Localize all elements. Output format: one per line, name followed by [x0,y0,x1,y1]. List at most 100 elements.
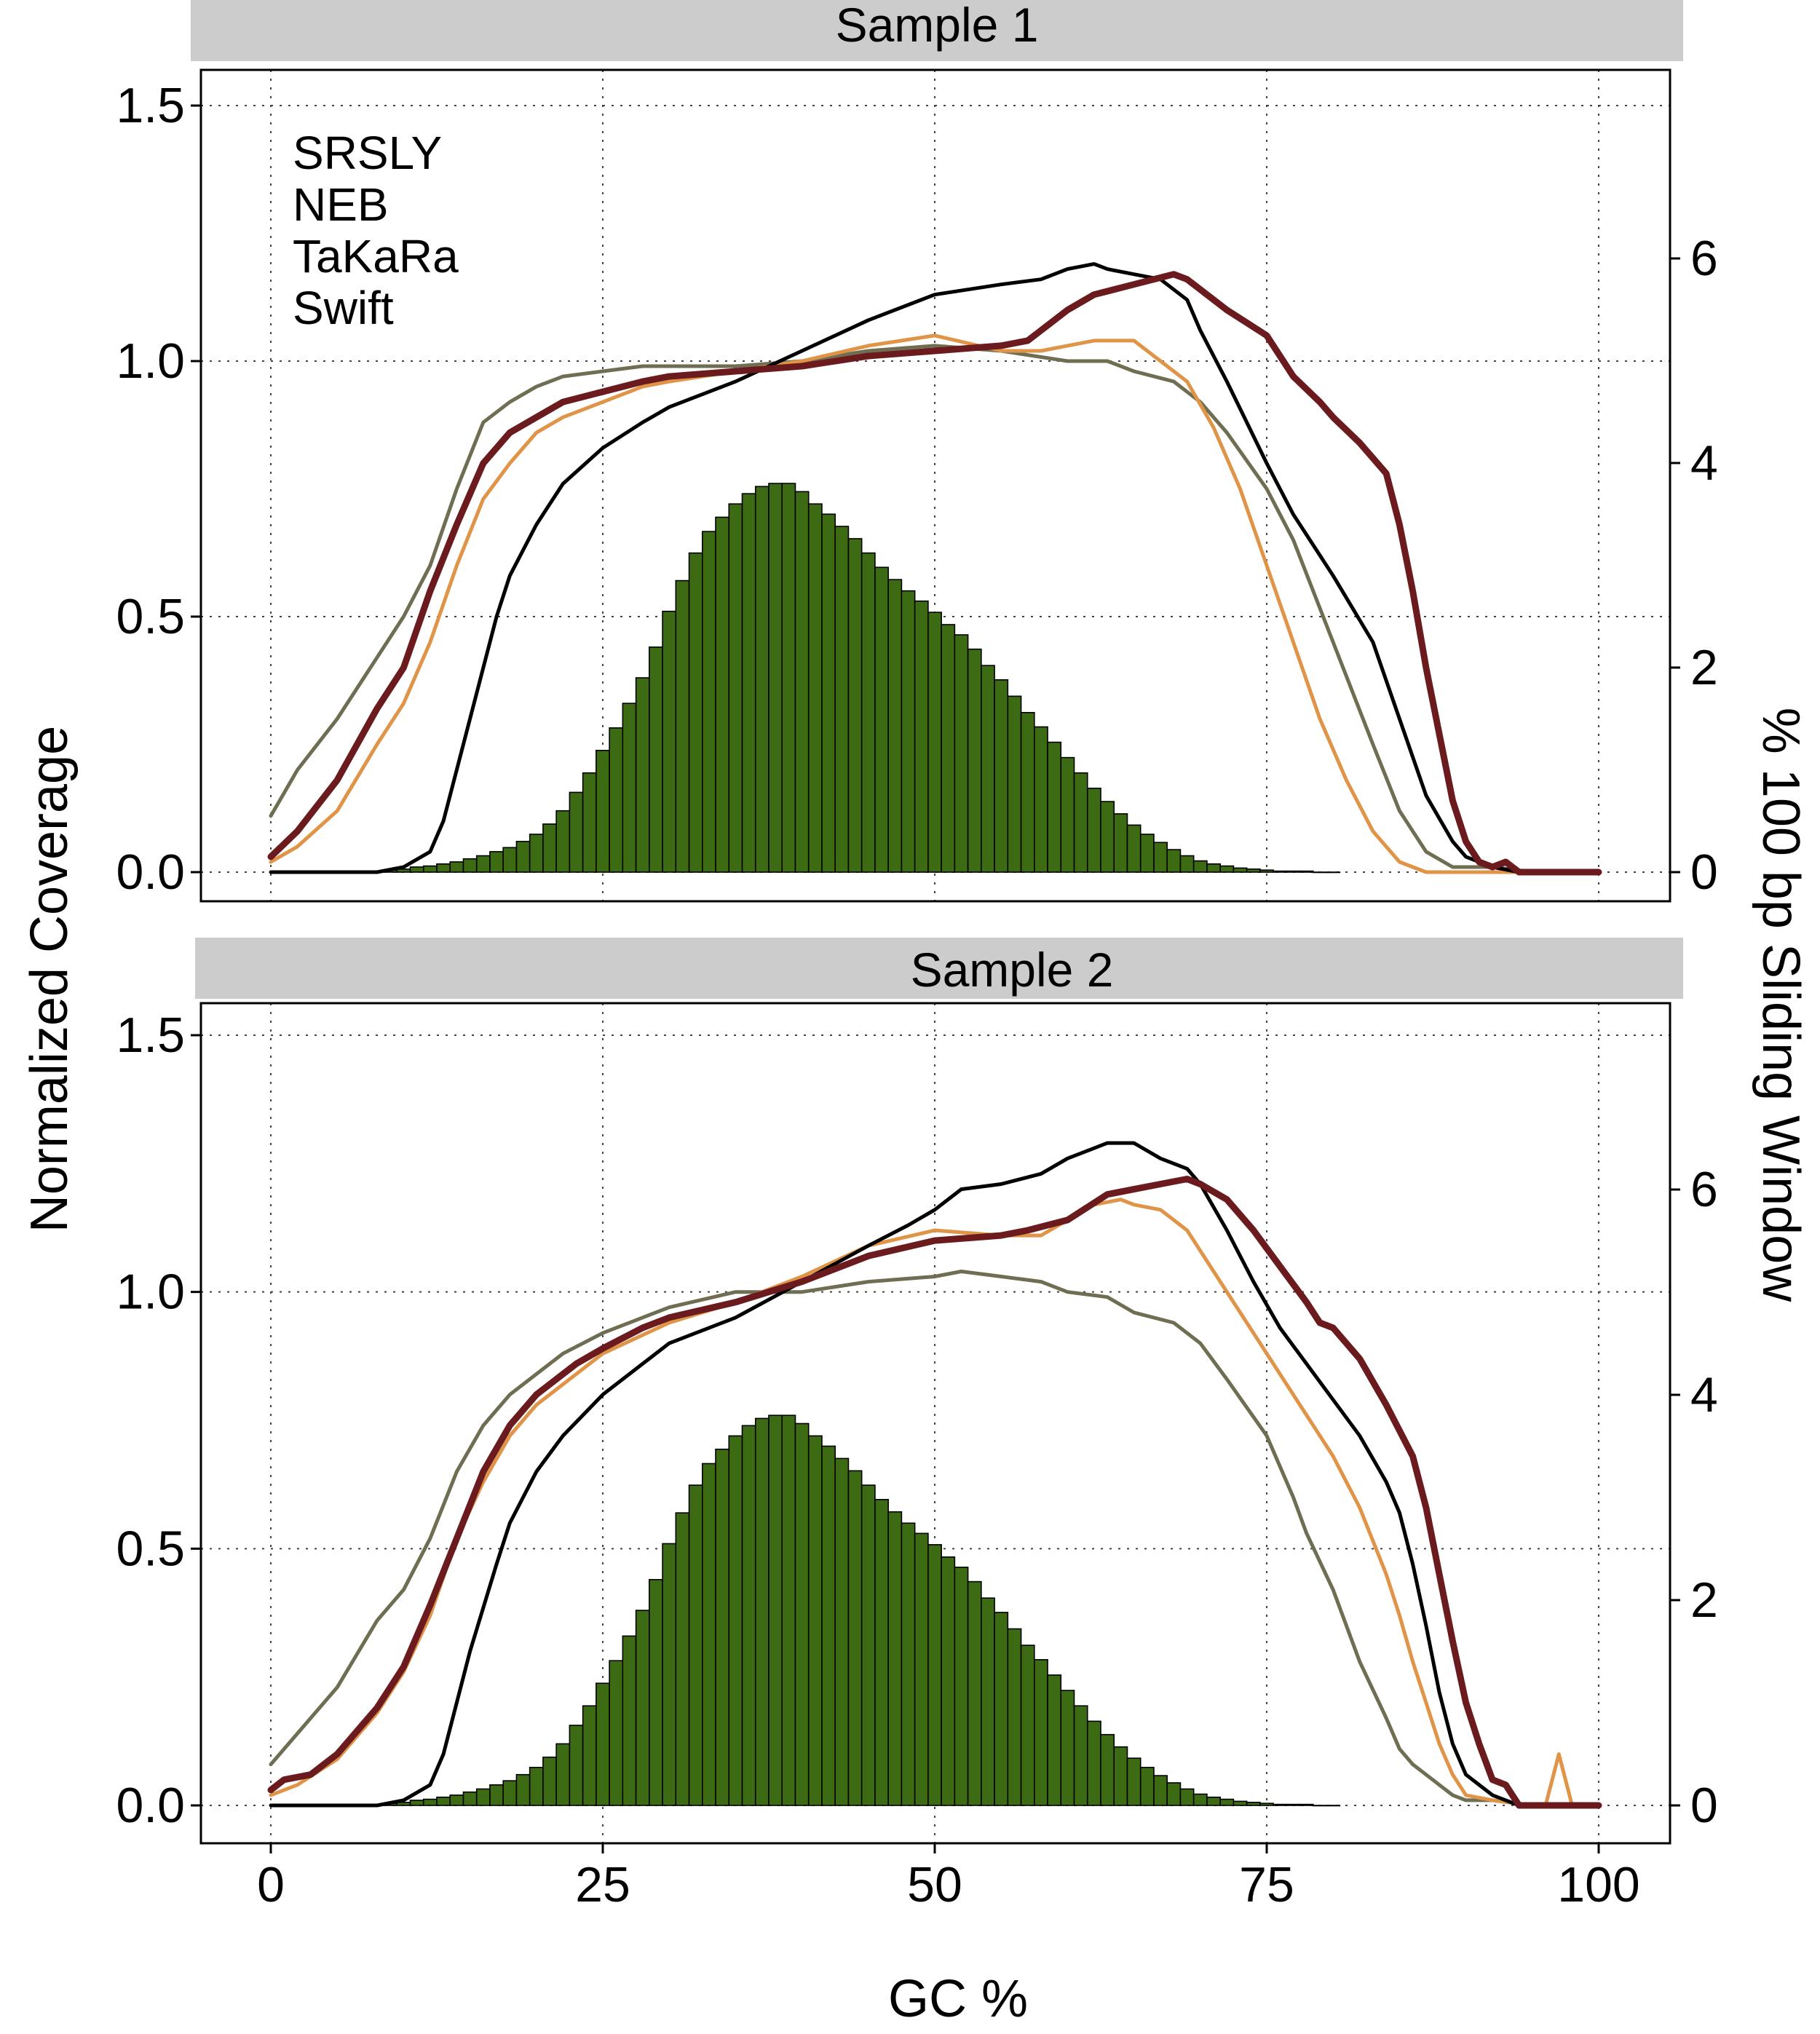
y-right-tick-label: 2 [1690,640,1718,695]
histogram-bar [542,823,557,873]
histogram-bar [1299,870,1314,873]
x-tick-label: 25 [575,1857,630,1912]
histogram-bar [675,579,690,873]
x-tick-label: 100 [1557,1857,1639,1912]
panel-sample-1: Sample 1 0.0 0.5 1.0 1.5 0 2 4 6 SRSLY NEB TaK… [116,0,1718,903]
histogram-bar [462,858,478,873]
histogram-bar [529,1767,544,1806]
histogram-bar [1139,834,1155,873]
histogram-bar [927,1544,942,1806]
y-right-ticks: 0 2 4 6 [1670,1162,1718,1833]
histogram-bars [369,1414,1341,1807]
y-left-ticks: 0.0 0.5 1.0 1.5 [116,1008,201,1833]
histogram-bar [1153,1775,1168,1806]
y-right-ticks: 0 2 4 6 [1670,231,1718,900]
histogram-bar [649,646,663,873]
panel-strip [195,938,1683,999]
histogram-bar [515,841,531,873]
legend-takara: TaKaRa [293,230,459,282]
histogram-bar [1100,1733,1115,1806]
histogram-bar [1206,863,1221,873]
y-left-tick-label: 1.0 [116,1265,185,1320]
series-line-swift [269,1270,1601,1808]
y-right-tick-label: 6 [1690,1162,1718,1217]
y-right-tick-label: 0 [1690,844,1718,900]
histogram-bar [502,1780,518,1806]
coverage-lines [267,1141,1602,1809]
histogram-bar [807,1435,823,1806]
histogram-bar [635,1610,650,1806]
histogram-bar [781,1414,796,1806]
y-right-axis-title: % 100 bp Sliding Window [1752,708,1810,1302]
histogram-bar [821,1445,836,1806]
histogram-bar [555,1743,571,1806]
histogram-bar [1179,1788,1195,1806]
y-left-tick-label: 1.5 [116,1008,185,1063]
histogram-bar [741,493,756,873]
histogram-bar [622,1635,637,1806]
histogram-bar [1219,865,1235,873]
y-right-tick-label: 2 [1690,1572,1718,1628]
x-tick-label: 0 [257,1857,285,1912]
histogram-bar [874,1499,889,1806]
histogram-bar [635,677,650,873]
histogram-bar [715,516,730,873]
histogram-bar [436,1796,451,1806]
histogram-bar [887,1511,903,1806]
histogram-bar [609,1660,624,1806]
histogram-bar [914,600,929,873]
histogram-bar [1060,756,1075,873]
histogram-bar [662,610,677,873]
histogram-bar [622,703,637,873]
histogram-bar [1313,1805,1327,1807]
series-line-srsly [267,271,1602,876]
histogram-bar [1047,741,1062,873]
histogram-bar [941,624,956,873]
histogram-bar [1233,867,1248,873]
panel-title: Sample 1 [836,0,1039,52]
histogram-bar [914,1532,929,1806]
panel-title: Sample 2 [911,943,1114,997]
histogram-bar [582,772,597,873]
histogram-bar [874,566,889,873]
series-line-takara [269,262,1601,874]
histogram-bar [409,1800,424,1806]
histogram-bar [967,648,982,873]
histogram-bar [1020,712,1035,873]
histogram-bar [1179,855,1195,873]
histogram-bar [1192,1793,1208,1806]
histogram-bar [542,1756,557,1806]
histogram-bar [515,1773,531,1806]
x-tick-label: 50 [907,1857,962,1912]
legend: SRSLY NEB TaKaRa Swift [293,127,459,334]
histogram-bar [754,486,769,873]
histogram-bar [649,1579,663,1806]
histogram-bar [901,1522,916,1806]
histogram-bar [688,1484,703,1806]
histogram-bar [1219,1798,1235,1806]
x-axis-ticks: 0 25 50 75 100 [257,1843,1640,1912]
histogram-bar [994,679,1009,873]
histogram-bar [489,851,505,873]
histogram-bar [449,861,464,873]
histogram-bar [754,1417,769,1806]
histogram-bar [409,866,424,873]
y-right-tick-label: 4 [1690,435,1718,491]
histogram-bar [981,1597,995,1806]
histogram-bar [475,1788,491,1806]
histogram-bar [1073,1705,1088,1806]
y-left-tick-label: 1.5 [116,78,185,133]
histogram-bar [728,503,743,873]
histogram-bar [1034,726,1048,873]
histogram-bars [369,483,1341,874]
histogram-bar [1259,1802,1274,1806]
y-left-tick-label: 0.0 [116,844,185,900]
histogram-bar [941,1556,956,1806]
histogram-bar [834,526,850,873]
histogram-bar [768,1414,783,1806]
histogram-bar [688,552,703,873]
histogram-bar [794,491,810,873]
histogram-bar [489,1784,505,1806]
histogram-bar [475,855,491,873]
